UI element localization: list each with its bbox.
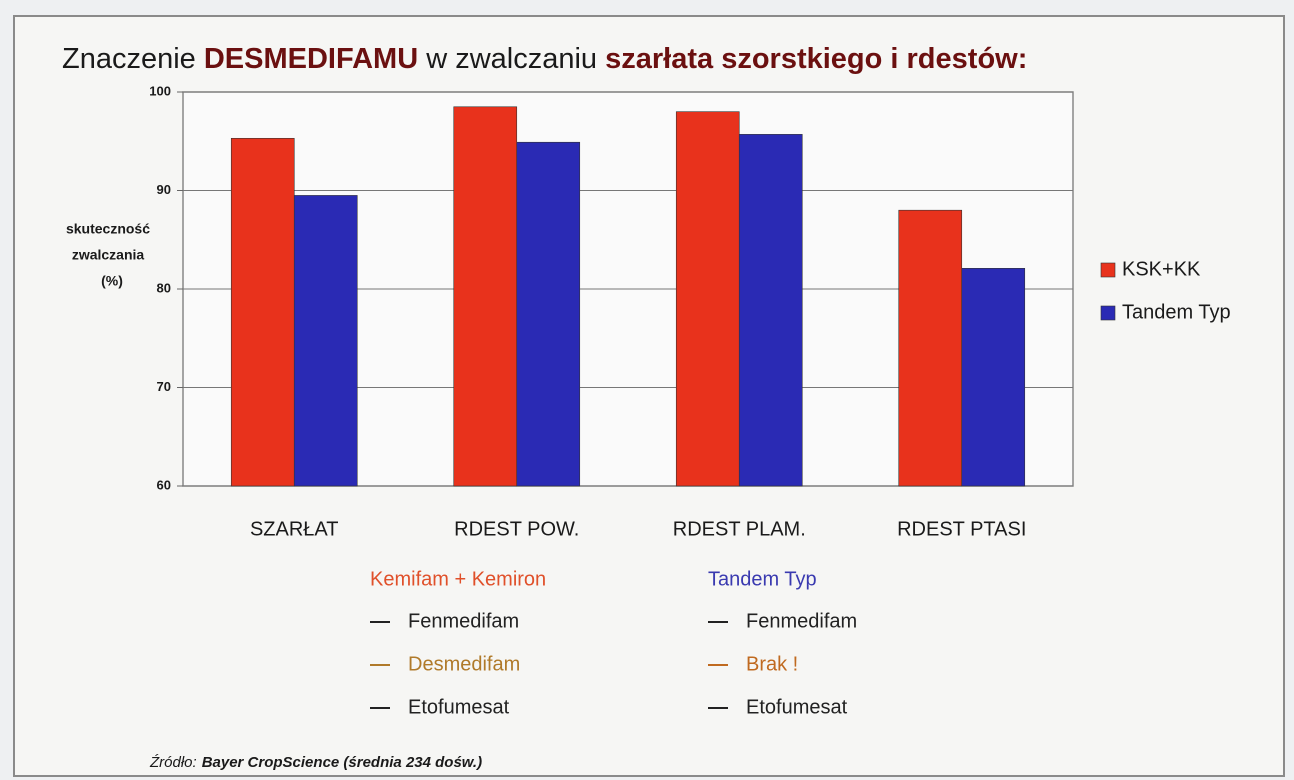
x-tick-label: RDEST PLAM.: [673, 518, 806, 540]
title-part: szarłata szorstkiego i rdestów:: [605, 43, 1027, 75]
formulation-title: Kemifam + Kemiron: [370, 568, 546, 590]
source: Źródło: Bayer CropScience (średnia 234 do…: [149, 754, 482, 771]
bar: [230, 137, 295, 487]
bar: [961, 268, 1026, 487]
x-tick-label: SZARŁAT: [250, 518, 339, 540]
legend-label: KSK+KK: [1122, 258, 1201, 280]
bar: [453, 106, 518, 487]
formulation-item: Etofumesat: [408, 696, 510, 718]
bar: [675, 111, 740, 487]
source-text: Bayer CropScience (średnia 234 dośw.): [202, 754, 482, 771]
legend-label: Tandem Typ: [1122, 301, 1231, 323]
formulation-item: Fenmedifam: [408, 610, 519, 632]
bar: [516, 141, 581, 487]
legend-swatch: [1100, 305, 1116, 321]
title-part: Znaczenie: [62, 43, 204, 75]
y-tick-label: 70: [157, 379, 171, 394]
formulation-item: Fenmedifam: [746, 610, 857, 632]
bar: [293, 195, 358, 487]
bar: [898, 209, 963, 487]
y-axis-label: (%): [101, 273, 123, 289]
formulation-item: Desmedifam: [408, 653, 520, 675]
formulation-title: Tandem Typ: [708, 568, 817, 590]
y-axis-label: skuteczność: [66, 221, 150, 237]
source-label: Źródło:: [149, 754, 197, 771]
y-tick-label: 60: [157, 477, 171, 492]
bar: [738, 134, 803, 487]
y-tick-label: 80: [157, 280, 171, 295]
y-tick-label: 90: [157, 182, 171, 197]
formulation-item: Brak !: [746, 653, 798, 675]
title-part: w zwalczaniu: [418, 43, 605, 75]
chart-title: Znaczenie DESMEDIFAMU w zwalczaniu szarł…: [62, 43, 1027, 75]
legend-swatch: [1100, 262, 1116, 278]
title-part: DESMEDIFAMU: [204, 43, 418, 75]
x-tick-label: RDEST POW.: [454, 518, 579, 540]
x-tick-label: RDEST PTASI: [897, 518, 1026, 540]
y-tick-label: 100: [149, 83, 171, 98]
y-axis-label: zwalczania: [72, 247, 145, 263]
formulation-item: Etofumesat: [746, 696, 848, 718]
